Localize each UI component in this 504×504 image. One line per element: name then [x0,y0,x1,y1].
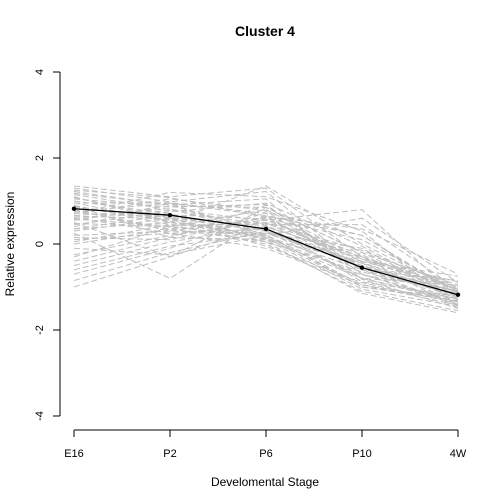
profile-line [73,209,459,292]
profile-line [73,216,459,306]
x-axis-label: Develomental Stage [211,475,319,489]
profile-line [73,206,459,286]
x-axis: E16 P2 P6 P10 4W [64,429,467,460]
profile-line [73,198,459,305]
profile-line [73,211,459,297]
profile-line [73,221,459,292]
profile-line [73,224,459,312]
centroid-point [167,212,173,218]
y-tick-label: 4 [34,69,46,75]
y-tick-label: 0 [34,241,46,247]
centroid-point [455,292,461,297]
profile-line [73,187,459,306]
x-tick-label: 4W [450,448,467,460]
profile-line [73,202,459,297]
profile-line [73,215,459,304]
y-axis-label: Relative expression [3,192,17,297]
centroid-point [359,265,365,270]
centroid-point [263,226,269,232]
y-axis: -4 -2 0 2 4 [34,69,61,421]
profile-line [73,217,459,300]
x-tick-label: P2 [163,448,176,460]
profile-line [73,209,459,299]
profile-line [73,215,459,294]
background-profiles [73,185,459,314]
profile-line [73,197,459,314]
profile-line [73,204,459,282]
centroid-series [71,206,461,297]
chart-title: Cluster 4 [235,23,295,39]
profile-line [73,200,459,307]
x-tick-label: P10 [352,448,372,460]
profile-line [73,232,459,301]
profile-line [73,191,459,307]
centroid-point [71,206,77,211]
profile-line [73,209,459,290]
profile-line [73,214,459,288]
profile-line [73,185,459,292]
x-tick-label: E16 [64,448,84,460]
y-tick-label: 2 [34,155,46,161]
profile-line [73,185,459,309]
profile-line [73,224,459,290]
profile-line [73,217,459,284]
profile-line [73,226,459,288]
profile-line [73,202,459,299]
x-tick-label: P6 [259,448,272,460]
y-tick-label: -4 [34,411,46,421]
y-tick-label: -2 [34,325,46,335]
profile-line [73,191,459,303]
